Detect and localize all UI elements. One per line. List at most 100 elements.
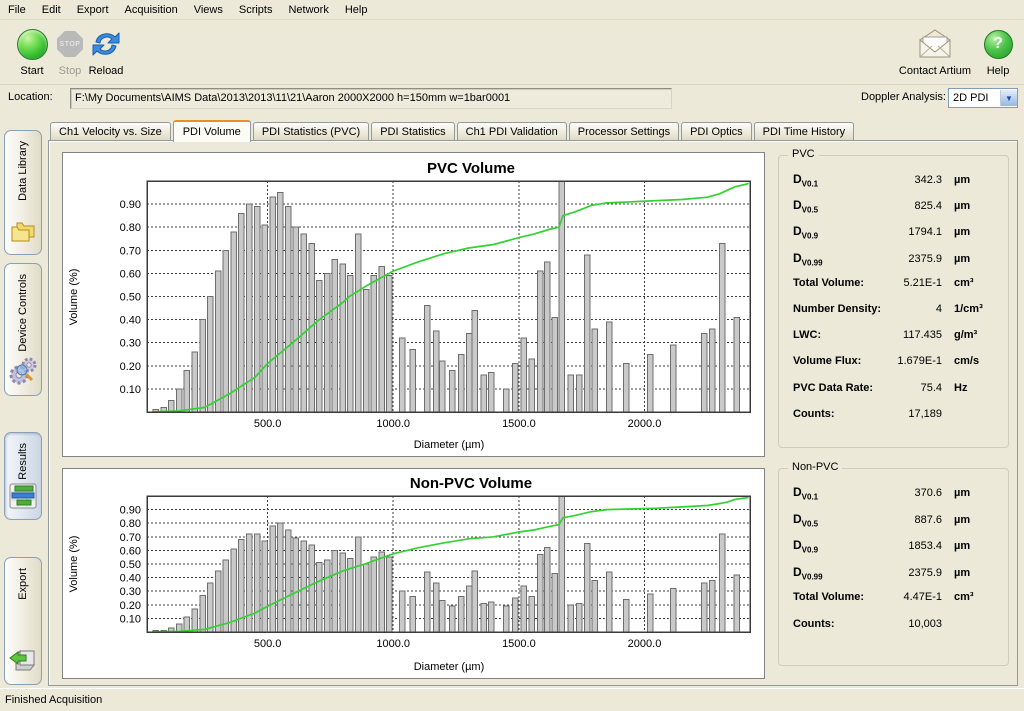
svg-text:0.40: 0.40 [120, 573, 141, 585]
svg-text:0.50: 0.50 [120, 292, 141, 304]
svg-text:2000.0: 2000.0 [628, 418, 662, 430]
sidebar-item-export[interactable]: Export [4, 557, 42, 685]
non-pvc-stats-groupbox: Non-PVC DV0.1370.6µmDV0.5887.6µmDV0.9185… [778, 468, 1009, 666]
help-label: Help [987, 65, 1010, 77]
doppler-analysis-label: Doppler Analysis: [861, 91, 946, 103]
toolbar: Start STOP Stop Reload Contact [0, 20, 1024, 85]
svg-text:0.60: 0.60 [120, 545, 141, 557]
tab-pdi-statistics-pvc-[interactable]: PDI Statistics (PVC) [253, 122, 369, 141]
svg-text:PVC Volume: PVC Volume [427, 160, 515, 177]
contact-artium-button[interactable]: Contact Artium [897, 24, 973, 82]
non-pvc-groupbox-title: Non-PVC [788, 461, 842, 473]
tab-pdi-optics[interactable]: PDI Optics [681, 122, 752, 141]
svg-text:Volume (%): Volume (%) [68, 269, 80, 326]
stat-value: 2375.9 [908, 253, 942, 265]
stat-label: DV0.1 [793, 485, 818, 501]
stat-row: Total Volume:4.47E-1cm³ [793, 591, 1000, 618]
folders-icon [8, 217, 38, 248]
pvc-groupbox-title: PVC [788, 148, 819, 160]
doppler-analysis-combobox[interactable]: 2D PDI ▼ [948, 88, 1018, 108]
stat-unit: cm³ [954, 591, 1000, 603]
chevron-down-icon[interactable]: ▼ [1000, 90, 1017, 106]
help-button[interactable]: ? Help [972, 24, 1024, 82]
menu-help[interactable]: Help [337, 2, 376, 18]
menu-views[interactable]: Views [186, 2, 231, 18]
non-pvc-stats-rows: DV0.1370.6µmDV0.5887.6µmDV0.91853.4µmDV0… [793, 485, 1000, 644]
stat-unit: Hz [954, 382, 1000, 394]
stat-value: 1.679E-1 [897, 355, 942, 367]
sidebar-item-data-library[interactable]: Data Library [4, 130, 42, 255]
stat-label: Number Density: [793, 303, 881, 315]
aims-application-window: { "menu": {"items": ["File","Edit","Expo… [0, 0, 1024, 711]
svg-text:0.10: 0.10 [120, 384, 141, 396]
location-field[interactable]: F:\My Documents\AIMS Data\2013\2013\11\2… [70, 88, 672, 109]
stat-unit: µm [954, 253, 1000, 265]
tab-processor-settings[interactable]: Processor Settings [569, 122, 679, 141]
tab-ch1-pdi-validation[interactable]: Ch1 PDI Validation [457, 122, 567, 141]
stat-row: DV0.91794.1µm [793, 224, 1000, 250]
stat-label: DV0.9 [793, 224, 818, 240]
sidebar-item-device-controls[interactable]: Device Controls [4, 263, 42, 396]
tab-pdi-volume[interactable]: PDI Volume [173, 120, 251, 142]
stat-unit: µm [954, 487, 1000, 499]
stat-label: DV0.5 [793, 198, 818, 214]
svg-text:0.30: 0.30 [120, 338, 141, 350]
menu-acquisition[interactable]: Acquisition [117, 2, 186, 18]
main-panel: Ch1 Velocity vs. SizePDI VolumePDI Stati… [48, 118, 1018, 686]
stat-label: Total Volume: [793, 277, 864, 289]
sidebar-item-label: Device Controls [17, 274, 29, 352]
menu-export[interactable]: Export [69, 2, 117, 18]
stat-value: 10,003 [908, 618, 942, 630]
svg-text:0.10: 0.10 [120, 613, 141, 625]
menu-file[interactable]: File [0, 2, 34, 18]
stat-unit: µm [954, 174, 1000, 186]
start-label: Start [20, 65, 43, 77]
stat-label: DV0.5 [793, 512, 818, 528]
doppler-analysis-value: 2D PDI [949, 92, 1000, 104]
pvc-stats-rows: DV0.1342.3µmDV0.5825.4µmDV0.91794.1µmDV0… [793, 172, 1000, 434]
stat-label: Counts: [793, 408, 835, 420]
gears-icon [8, 356, 38, 389]
svg-text:0.20: 0.20 [120, 361, 141, 373]
stat-label: DV0.1 [793, 172, 818, 188]
svg-text:0.60: 0.60 [120, 268, 141, 280]
stat-row: Total Volume:5.21E-1cm³ [793, 277, 1000, 303]
menu-edit[interactable]: Edit [34, 2, 69, 18]
sidebar: Data Library Device Controls Results [0, 118, 47, 686]
sidebar-item-results[interactable]: Results [4, 432, 42, 520]
contact-artium-label: Contact Artium [899, 65, 971, 77]
stat-row: DV0.992375.9µm [793, 251, 1000, 277]
stat-label: Volume Flux: [793, 355, 861, 367]
stat-label: PVC Data Rate: [793, 382, 873, 394]
svg-text:Diameter (µm): Diameter (µm) [414, 439, 485, 451]
stat-row: DV0.5887.6µm [793, 512, 1000, 539]
tab-content: PVC Volume0.100.200.300.400.500.600.700.… [48, 140, 1018, 686]
stat-value: 825.4 [914, 200, 942, 212]
non-pvc-volume-chart: Non-PVC Volume0.100.200.300.400.500.600.… [62, 468, 765, 679]
menu-network[interactable]: Network [280, 2, 336, 18]
menu-scripts[interactable]: Scripts [231, 2, 281, 18]
stat-value: 4.47E-1 [903, 591, 942, 603]
status-text: Finished Acquisition [5, 694, 102, 706]
stat-value: 17,189 [908, 408, 942, 420]
svg-text:0.40: 0.40 [120, 315, 141, 327]
svg-text:0.90: 0.90 [120, 505, 141, 517]
stat-row: DV0.5825.4µm [793, 198, 1000, 224]
pvc-volume-chart: PVC Volume0.100.200.300.400.500.600.700.… [62, 152, 765, 457]
sidebar-item-label: Data Library [17, 141, 29, 201]
stat-value: 342.3 [914, 174, 942, 186]
stat-row: DV0.1370.6µm [793, 485, 1000, 512]
tab-pdi-time-history[interactable]: PDI Time History [754, 122, 855, 141]
reload-button[interactable]: Reload [80, 24, 132, 82]
menu-bar: FileEditExportAcquisitionViewsScriptsNet… [0, 0, 1024, 20]
stat-label: LWC: [793, 329, 821, 341]
tab-pdi-statistics[interactable]: PDI Statistics [371, 122, 454, 141]
start-icon [17, 26, 48, 62]
stat-unit: µm [954, 226, 1000, 238]
svg-text:1500.0: 1500.0 [502, 638, 536, 650]
svg-text:500.0: 500.0 [254, 638, 282, 650]
svg-text:500.0: 500.0 [254, 418, 282, 430]
tab-ch1-velocity-vs-size[interactable]: Ch1 Velocity vs. Size [50, 122, 171, 141]
stat-row: Volume Flux:1.679E-1cm/s [793, 355, 1000, 381]
status-bar: Finished Acquisition [0, 688, 1024, 711]
